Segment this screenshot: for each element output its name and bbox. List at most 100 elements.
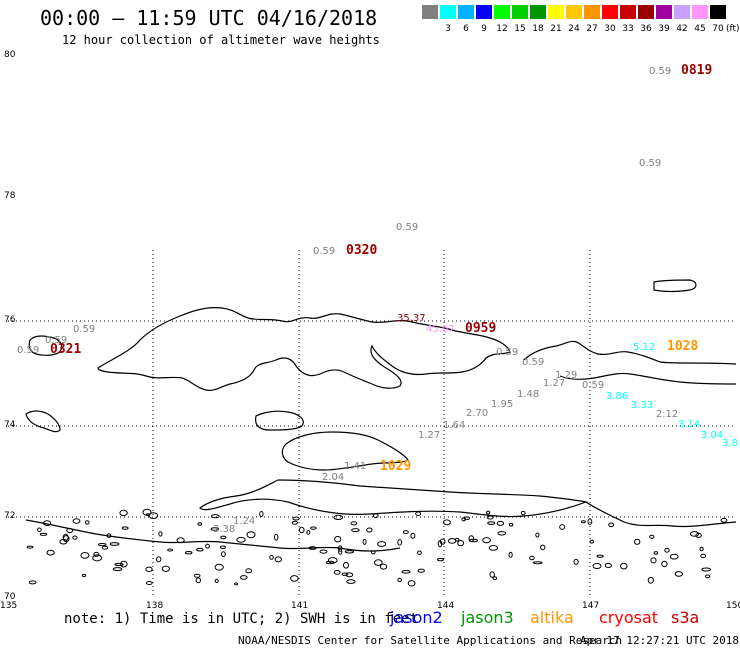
pass-time-label: 0959 — [465, 321, 497, 336]
lake-outline — [608, 522, 615, 528]
lake-outline — [379, 563, 388, 570]
lake-outline — [540, 544, 546, 551]
lake-outline — [269, 555, 274, 560]
lake-outline — [327, 557, 338, 564]
legend-swatch — [674, 5, 690, 19]
coastline-mainland-south — [199, 479, 589, 518]
wave-height-value: 1.64 — [443, 420, 466, 431]
wave-height-value: 1.27 — [543, 378, 566, 389]
legend-label: 9 — [481, 24, 487, 34]
latitude-label: 70 — [4, 592, 16, 602]
lake-outline — [344, 550, 355, 554]
lake-outline — [161, 565, 170, 572]
lake-outline — [362, 538, 367, 545]
lake-outline — [142, 508, 152, 516]
lake-outline — [634, 538, 641, 545]
lake-outline — [298, 526, 305, 534]
lake-outline — [596, 554, 604, 558]
lake-outline — [397, 539, 403, 546]
lake-outline — [559, 524, 566, 530]
legend-swatch — [584, 5, 600, 19]
wave-height-value: 0.59 — [396, 222, 419, 233]
lake-outline — [508, 551, 513, 558]
lake-outline — [371, 550, 376, 555]
lake-outline — [647, 576, 654, 584]
lake-outline — [205, 543, 210, 549]
lake-outline — [214, 578, 219, 584]
legend-swatch — [494, 5, 510, 19]
footer-credit: NOAA/NESDIS Center for Satellite Applica… — [238, 634, 623, 647]
lake-outline — [101, 545, 109, 550]
lake-outline — [457, 539, 465, 547]
lake-outline — [193, 573, 201, 578]
pass-time-label: 1028 — [667, 339, 699, 354]
lake-outline — [653, 551, 659, 555]
lake-outline — [109, 542, 120, 546]
pass-time-label: 0321 — [50, 342, 82, 357]
footer-note: note: 1) Time is in UTC; 2) SWH is in fe… — [64, 611, 419, 627]
lake-outline — [306, 530, 311, 535]
lake-outline — [377, 541, 387, 547]
lake-outline — [486, 510, 491, 515]
lake-outline — [689, 531, 700, 537]
lake-outline — [274, 556, 282, 563]
longitude-label: 147 — [582, 601, 600, 611]
page-subtitle: 12 hour collection of altimeter wave hei… — [62, 33, 380, 47]
lake-outline — [310, 526, 317, 530]
legend-label: 45 — [694, 24, 706, 34]
lake-outline — [333, 514, 344, 521]
legend-swatch — [512, 5, 528, 19]
lake-outline — [72, 535, 78, 540]
wave-height-value: 0.59 — [649, 66, 672, 77]
lake-outline — [28, 580, 37, 585]
lake-outline — [338, 545, 343, 552]
lake-outline — [274, 533, 279, 541]
lake-outline — [417, 550, 422, 556]
coastline-mainland-east — [559, 372, 737, 385]
longitude-label: 135 — [0, 601, 18, 611]
lake-outline — [700, 553, 707, 559]
lake-outline — [482, 537, 491, 544]
lake-outline — [415, 511, 422, 516]
lake-outline — [649, 534, 655, 539]
legend-label: 3 — [445, 24, 451, 34]
legend-swatch — [422, 5, 438, 19]
legend-label: 70 — [712, 24, 724, 34]
lake-outline — [145, 566, 153, 572]
legend-swatch — [530, 5, 546, 19]
lake-outline — [43, 520, 52, 526]
wave-height-value: 0.59 — [582, 380, 605, 391]
lake-outline — [39, 532, 48, 536]
legend-swatch — [638, 5, 654, 19]
coastline-island-east-small — [653, 279, 697, 293]
legend-swatch — [692, 5, 708, 19]
lake-outline — [620, 562, 628, 570]
lake-outline — [589, 539, 595, 544]
legend-label: 6 — [463, 24, 469, 34]
lake-outline — [454, 537, 460, 542]
wave-height-value: 2.04 — [322, 472, 345, 483]
legend-label: 21 — [550, 24, 562, 34]
lake-outline — [210, 527, 220, 531]
wave-height-value: 5.12 — [633, 342, 656, 353]
legend-swatch — [656, 5, 672, 19]
coastline-island-middle — [255, 410, 304, 431]
lake-outline — [592, 563, 602, 569]
wave-height-value: 0.59 — [313, 246, 336, 257]
lake-outline — [114, 562, 124, 567]
coastline-mainland-north — [97, 307, 511, 391]
lake-outline — [373, 513, 379, 519]
satellite-label: altika — [530, 608, 574, 627]
lake-outline — [72, 518, 81, 524]
wave-height-value: 1.29 — [555, 370, 578, 381]
latitude-label: 74 — [4, 420, 16, 430]
wave-height-value: 0.59 — [522, 357, 545, 368]
wave-height-value: 0.59 — [45, 335, 68, 346]
lake-outline — [112, 567, 123, 572]
lake-outline — [587, 518, 593, 525]
lake-outline — [410, 532, 416, 539]
coastline — [25, 279, 737, 552]
lake-outline — [488, 545, 499, 551]
lake-outline — [37, 527, 42, 532]
footer-timestamp: Apr 17 12:27:21 UTC 2018 — [580, 634, 739, 647]
